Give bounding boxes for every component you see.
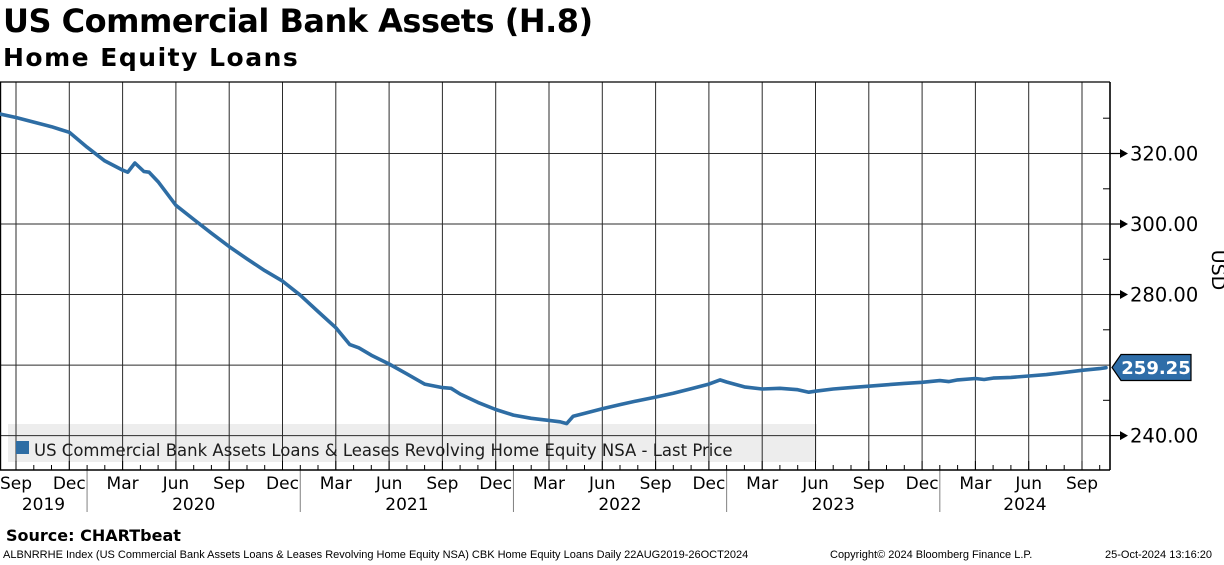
y-tick-arrow-icon [1120,149,1128,158]
source-line: Source: CHARTbeat [6,526,181,545]
x-month-label: Mar [107,474,139,494]
footer: ALBNRRHE Index (US Commercial Bank Asset… [0,549,1224,563]
last-price-value: 259.25 [1121,358,1190,379]
x-month-label: Dec [692,474,725,494]
x-month-label: Dec [479,474,512,494]
x-month-label: Sep [853,474,885,494]
legend-band [8,424,817,462]
legend-marker-icon [16,441,29,454]
y-axis-label: 280.00 [1130,284,1198,307]
x-month-label: Sep [213,474,245,494]
x-month-label: Jun [162,474,190,494]
page-subtitle: Home Equity Loans [3,43,300,72]
x-month-label: Jun [801,474,829,494]
x-month-label: Dec [266,474,299,494]
x-year-label: 2019 [22,495,65,515]
page-title: US Commercial Bank Assets (H.8) [3,2,593,40]
price-line [0,112,1108,426]
x-month-label: Jun [375,474,403,494]
x-month-label: Mar [746,474,778,494]
x-year-label: 2022 [598,495,641,515]
legend-label: US Commercial Bank Assets Loans & Leases… [34,441,733,460]
x-month-label: Sep [640,474,672,494]
x-month-label: Jun [1014,474,1042,494]
x-month-label: Jun [588,474,616,494]
x-month-label: Sep [426,474,458,494]
chart-overlays: US Commercial Bank Assets Loans & Leases… [16,250,1224,460]
footer-timestamp: 25-Oct-2024 13:16:20 [1105,549,1213,561]
y-axis-label: 300.00 [1130,213,1198,236]
x-month-label: Sep [1066,474,1098,494]
y-tick-arrow-icon [1120,290,1128,300]
footer-copyright: Copyright© 2024 Bloomberg Finance L.P. [830,549,1033,561]
x-month-label: Mar [533,474,565,494]
x-month-label: Dec [906,474,939,494]
x-month-label: Mar [959,474,991,494]
y-tick-arrow-icon [1120,219,1128,229]
footer-ticker-info: ALBNRRHE Index (US Commercial Bank Asset… [3,549,749,561]
x-year-label: 2023 [812,495,855,515]
y-tick-arrow-icon [1120,431,1128,441]
y-axis-label: 240.00 [1130,425,1198,448]
x-year-label: 2020 [172,495,215,515]
last-price-badge [1111,353,1192,382]
x-month-label: Dec [53,474,86,494]
x-month-label: Mar [320,474,352,494]
y-axis-title: USD [1207,250,1224,291]
x-year-label: 2024 [1003,495,1046,515]
x-month-label: Sep [0,474,32,494]
y-axis-label: 320.00 [1130,143,1198,166]
x-year-label: 2021 [385,495,428,515]
